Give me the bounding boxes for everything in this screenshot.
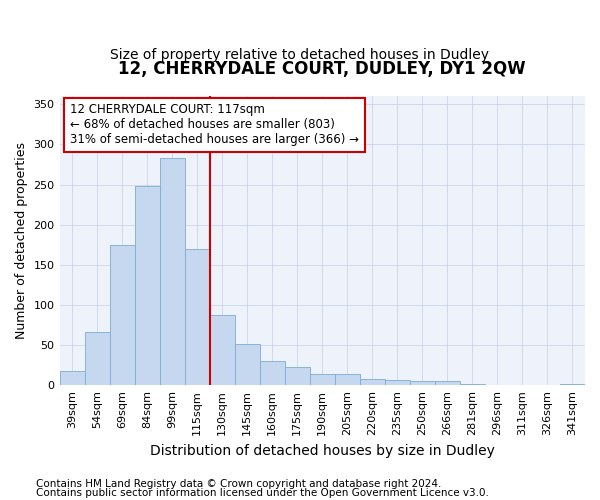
Bar: [260, 361, 285, 386]
Bar: [460, 384, 485, 386]
Bar: [285, 367, 310, 386]
Bar: [335, 374, 360, 386]
Bar: [134, 186, 160, 386]
Bar: [85, 332, 110, 386]
Bar: [235, 344, 260, 386]
Bar: [560, 384, 585, 386]
Bar: [435, 382, 460, 386]
Bar: [160, 158, 185, 386]
Bar: [385, 380, 410, 386]
Text: 12 CHERRYDALE COURT: 117sqm
← 68% of detached houses are smaller (803)
31% of se: 12 CHERRYDALE COURT: 117sqm ← 68% of det…: [70, 104, 359, 146]
Bar: [310, 374, 335, 386]
Bar: [410, 382, 435, 386]
Y-axis label: Number of detached properties: Number of detached properties: [15, 142, 28, 340]
X-axis label: Distribution of detached houses by size in Dudley: Distribution of detached houses by size …: [150, 444, 495, 458]
Text: Contains public sector information licensed under the Open Government Licence v3: Contains public sector information licen…: [36, 488, 489, 498]
Title: 12, CHERRYDALE COURT, DUDLEY, DY1 2QW: 12, CHERRYDALE COURT, DUDLEY, DY1 2QW: [118, 60, 526, 78]
Bar: [59, 371, 85, 386]
Bar: [535, 384, 560, 386]
Text: Contains HM Land Registry data © Crown copyright and database right 2024.: Contains HM Land Registry data © Crown c…: [36, 479, 442, 489]
Text: Size of property relative to detached houses in Dudley: Size of property relative to detached ho…: [110, 48, 490, 62]
Bar: [110, 245, 134, 386]
Bar: [360, 379, 385, 386]
Bar: [185, 249, 209, 386]
Bar: [209, 316, 235, 386]
